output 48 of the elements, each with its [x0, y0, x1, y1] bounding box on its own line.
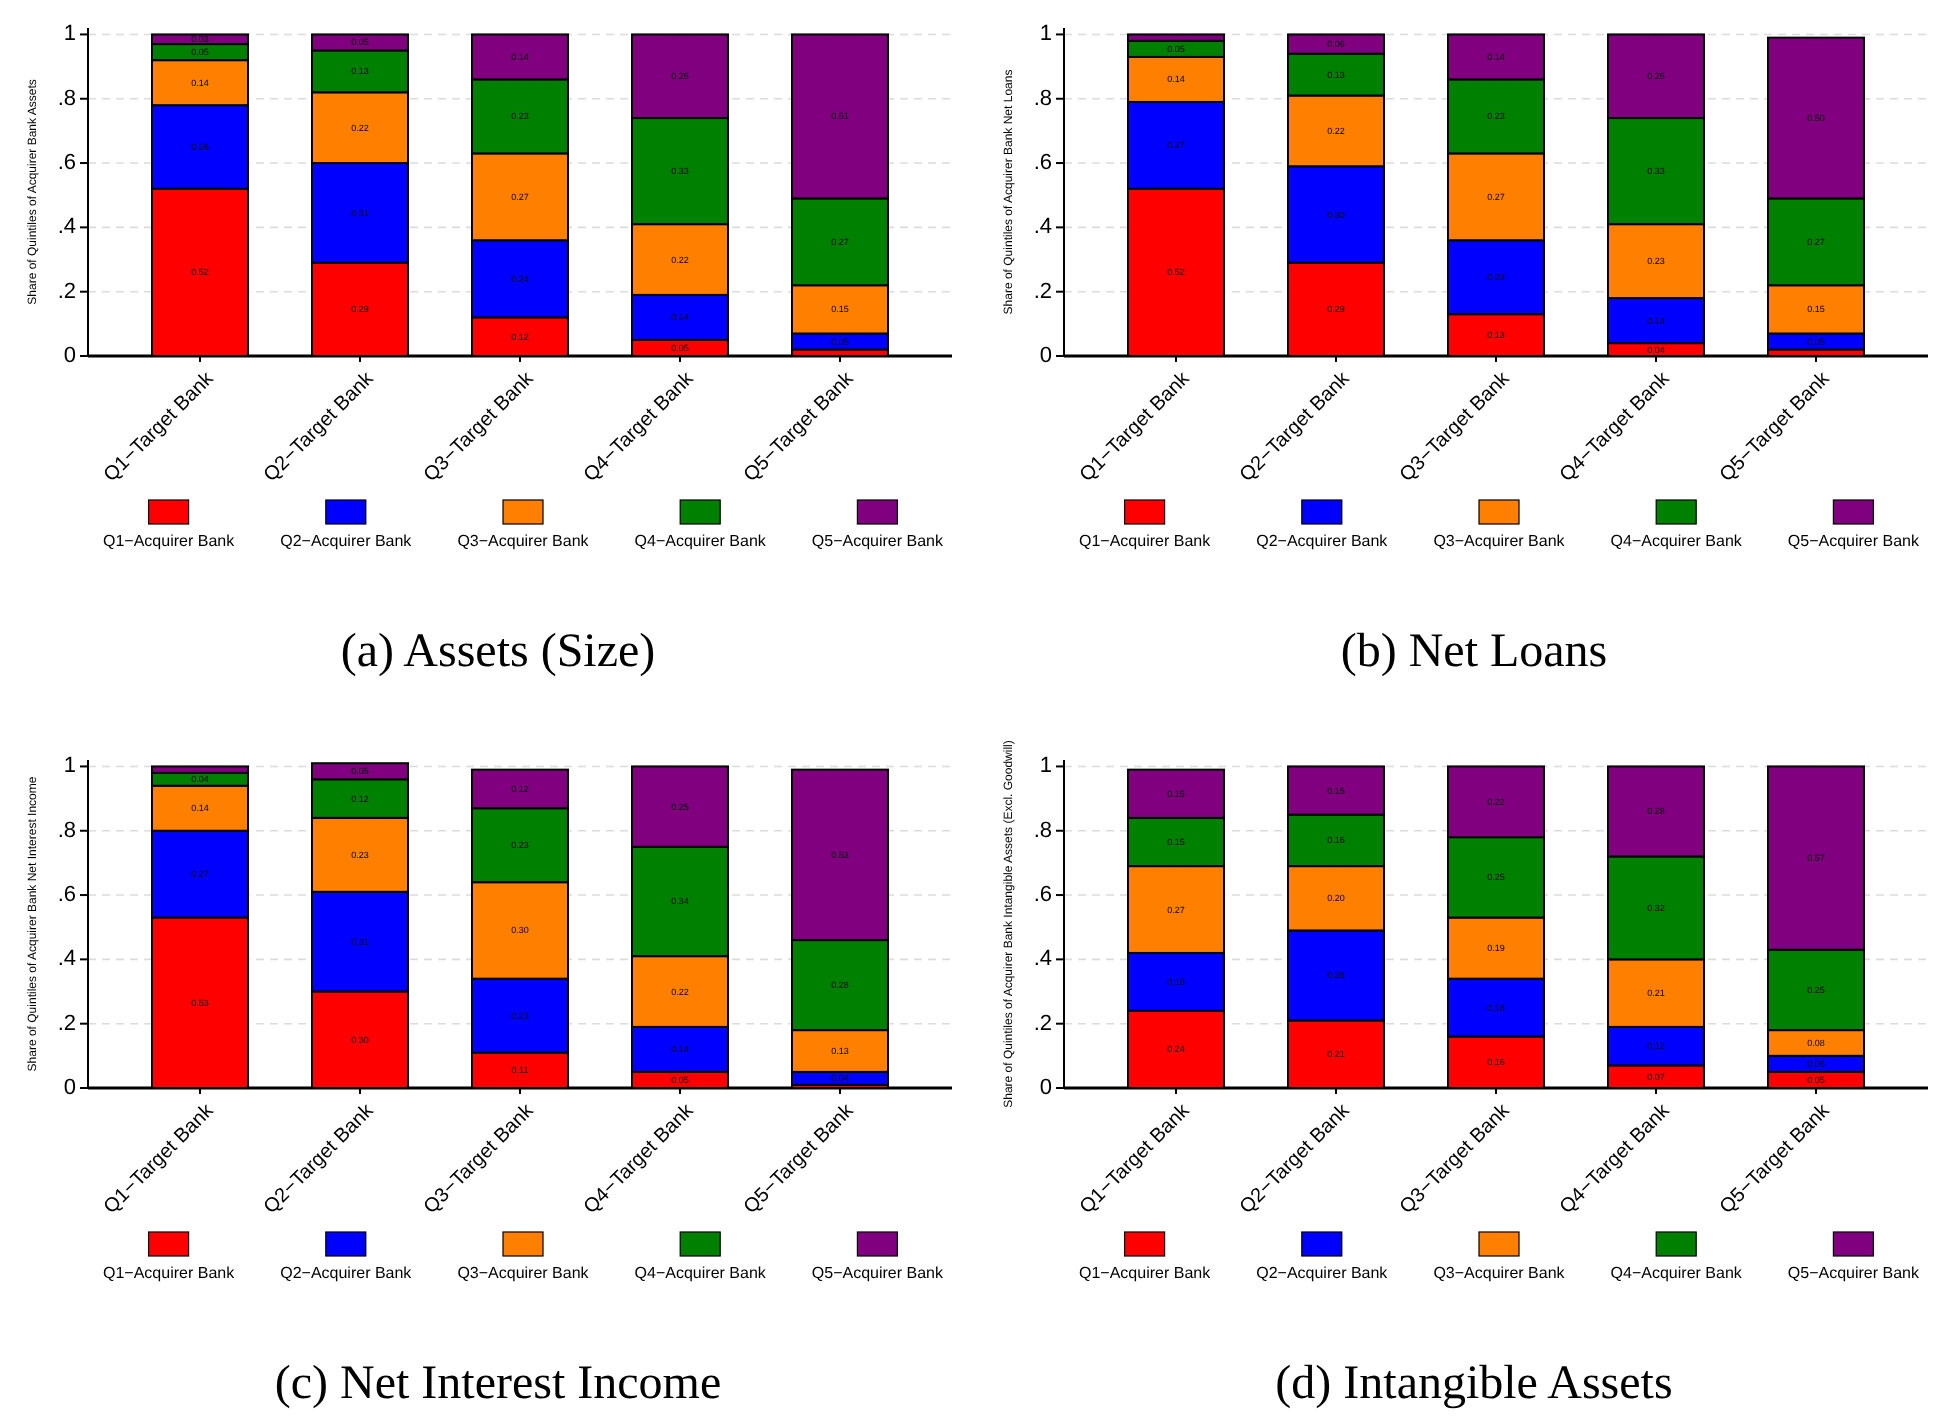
y-tick-label: 1	[1039, 754, 1052, 779]
y-tick-label: 0	[1039, 1076, 1052, 1100]
y-tick-label: .4	[57, 947, 76, 972]
legend-label: Q2−Acquirer Bank	[280, 1264, 414, 1282]
y-tick-label: 1	[1039, 22, 1052, 47]
legend-label: Q1−Acquirer Bank	[103, 1264, 237, 1282]
y-tick-label: 1	[63, 22, 76, 47]
text: (d) Intangible Assets	[1275, 1358, 1673, 1410]
legend-label: Q1−Acquirer Bank	[1079, 1264, 1213, 1282]
y-tick-label: .8	[1033, 86, 1052, 111]
y-tick-label: .4	[57, 215, 76, 240]
legend-label: Q1−Acquirer Bank	[1079, 532, 1213, 550]
y-tick-label: .8	[57, 86, 76, 111]
y-tick-label: .4	[1033, 947, 1052, 972]
y-tick-label: .8	[1033, 818, 1052, 843]
legend-label: Q1−Acquirer Bank	[103, 532, 237, 550]
legend-label: Q4−Acquirer Bank	[634, 532, 768, 550]
y-tick-label: .4	[1033, 215, 1052, 240]
legend-label: Q2−Acquirer Bank	[1256, 532, 1390, 550]
legend-label: Q4−Acquirer Bank	[1610, 1264, 1744, 1282]
legend-label: Q5−Acquirer Bank	[1787, 532, 1921, 550]
legend-label: Q2−Acquirer Bank	[1256, 1264, 1390, 1282]
y-tick-label: .2	[57, 279, 76, 304]
text: (a) Assets (Size)	[340, 626, 656, 678]
legend-label: Q3−Acquirer Bank	[457, 532, 591, 550]
legend-label: Q3−Acquirer Bank	[1433, 532, 1567, 550]
legend-label: Q5−Acquirer Bank	[811, 532, 945, 550]
legend-label: Q5−Acquirer Bank	[811, 1264, 945, 1282]
y-tick-label: .6	[1033, 883, 1052, 908]
y-tick-label: .8	[57, 818, 76, 843]
text: (b) Net Loans	[1340, 626, 1608, 678]
legend-label: Q4−Acquirer Bank	[634, 1264, 768, 1282]
legend-label: Q3−Acquirer Bank	[457, 1264, 591, 1282]
y-tick-label: .6	[57, 151, 76, 176]
y-tick-label: .6	[1033, 151, 1052, 176]
legend-label: Q2−Acquirer Bank	[280, 532, 414, 550]
y-tick-label: .2	[1033, 279, 1052, 304]
y-tick-label: .6	[57, 883, 76, 908]
y-tick-label: 0	[63, 1076, 76, 1100]
y-tick-label: .2	[57, 1011, 76, 1036]
text: (c) Net Interest Income	[274, 1358, 722, 1410]
legend-label: Q4−Acquirer Bank	[1610, 532, 1744, 550]
legend-label: Q3−Acquirer Bank	[1433, 1264, 1567, 1282]
legend-label: Q5−Acquirer Bank	[1787, 1264, 1921, 1282]
y-tick-label: .2	[1033, 1011, 1052, 1036]
y-tick-label: 0	[1039, 344, 1052, 368]
y-tick-label: 1	[63, 754, 76, 779]
y-tick-label: 0	[63, 344, 76, 368]
